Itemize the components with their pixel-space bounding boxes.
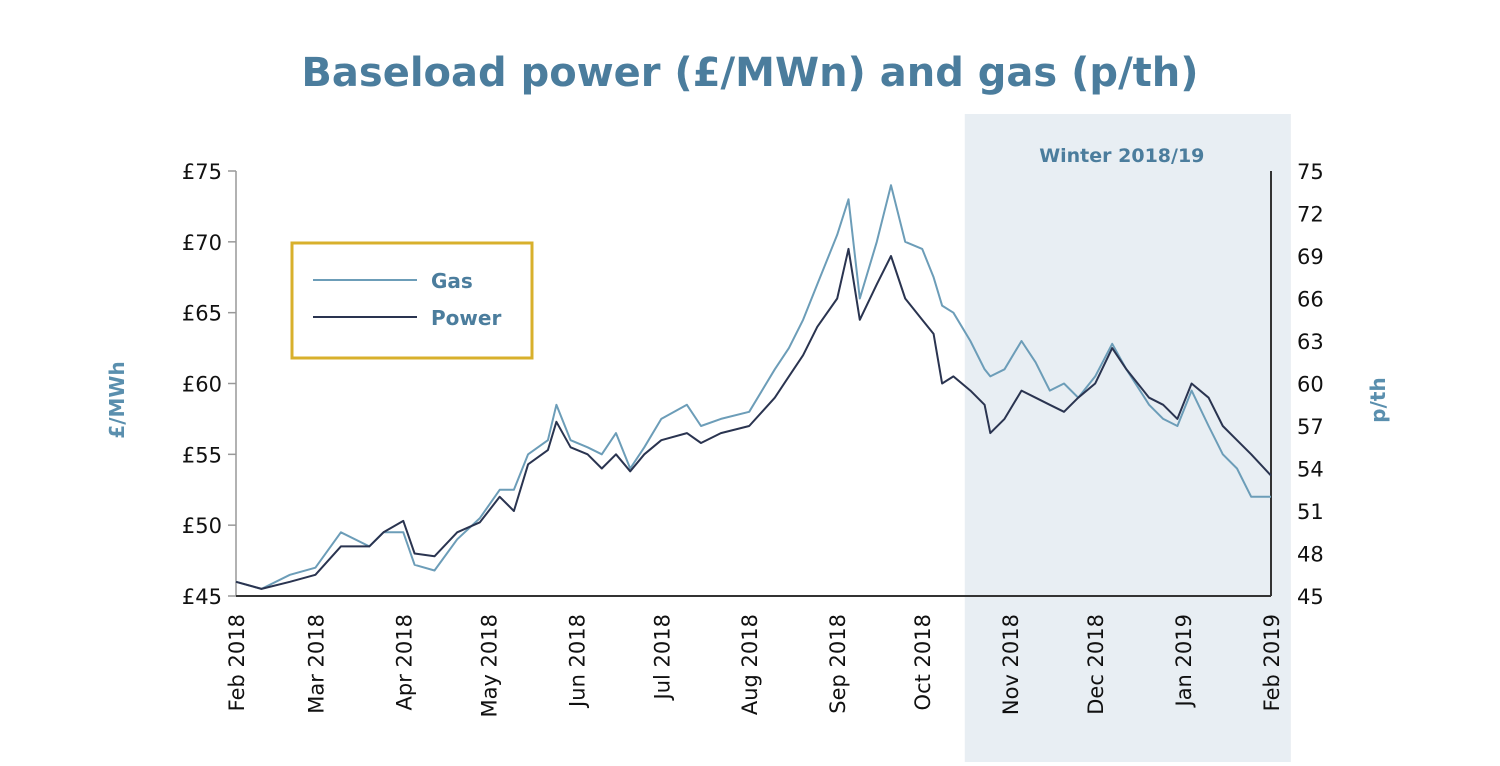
right-tick-label: 72 [1297, 203, 1324, 227]
legend-label-gas: Gas [431, 269, 473, 293]
winter-label: Winter 2018/19 [1039, 145, 1204, 167]
right-tick-label: 57 [1297, 415, 1324, 439]
x-tick-label: Jun 2018 [565, 614, 589, 709]
right-tick-label: 75 [1297, 160, 1324, 184]
legend-box [290, 241, 534, 360]
right-tick-label: 63 [1297, 330, 1324, 354]
x-tick-label: Jan 2019 [1172, 614, 1196, 709]
winter-shade-region [964, 114, 1291, 762]
x-tick-label: Oct 2018 [911, 614, 935, 710]
x-tick-label: May 2018 [477, 614, 501, 718]
right-tick-label: 60 [1297, 373, 1324, 397]
left-tick-label: £45 [182, 585, 222, 609]
right-tick-label: 69 [1297, 245, 1324, 269]
left-tick-label: £55 [182, 443, 222, 467]
right-tick-label: 66 [1297, 288, 1324, 312]
x-tick-label: Apr 2018 [392, 614, 416, 710]
x-tick-label: Dec 2018 [1084, 614, 1108, 715]
right-tick-label: 51 [1297, 500, 1324, 524]
right-tick-label: 45 [1297, 585, 1324, 609]
series-line-power [235, 247, 1272, 590]
left-tick-label: £65 [182, 302, 222, 326]
x-tick-label: Aug 2018 [738, 614, 762, 715]
left-tick-label: £70 [182, 231, 222, 255]
x-tick-label: Nov 2018 [999, 614, 1023, 715]
x-tick-label: Mar 2018 [304, 614, 328, 714]
series-line-gas [235, 184, 1271, 590]
left-tick-label: £50 [182, 514, 222, 538]
left-tick-label: £60 [182, 373, 222, 397]
right-tick-label: 48 [1297, 543, 1324, 567]
x-tick-label: Jul 2018 [650, 614, 674, 701]
right-tick-label: 54 [1297, 458, 1324, 482]
x-tick-label: Sep 2018 [826, 614, 850, 714]
chart-title: Baseload power (£/MWn) and gas (p/th) [301, 50, 1198, 96]
right-axis-title: p/th [1366, 377, 1390, 422]
x-tick-label: Feb 2018 [225, 614, 249, 711]
legend: Gas Power [290, 241, 534, 360]
x-tick-label: Feb 2019 [1260, 614, 1284, 711]
legend-label-power: Power [431, 306, 501, 330]
left-tick-label: £75 [182, 160, 222, 184]
left-axis-title: £/MWh [105, 361, 129, 438]
